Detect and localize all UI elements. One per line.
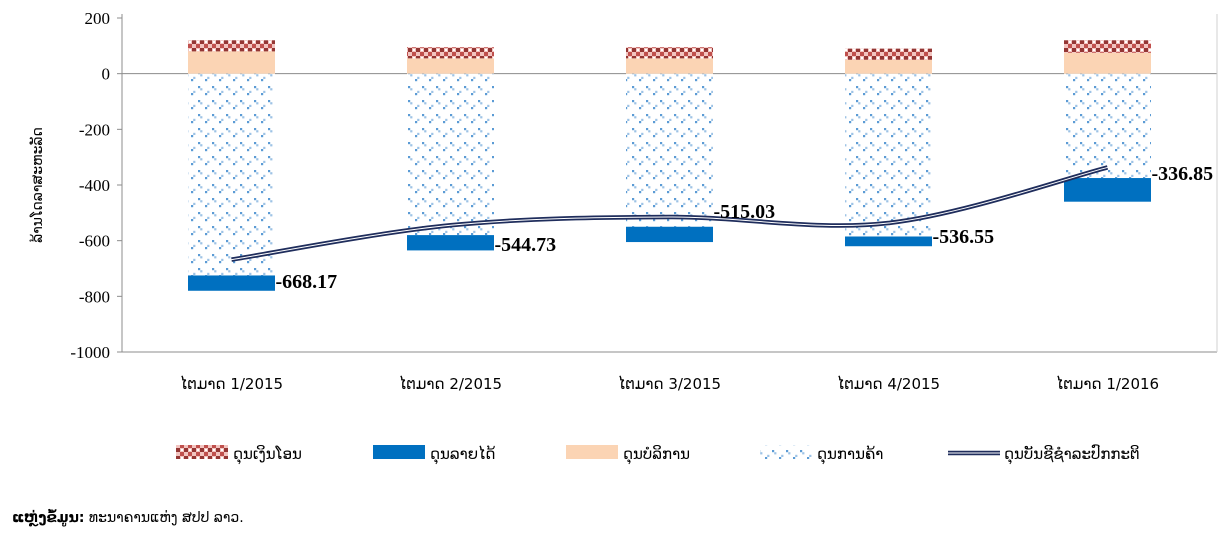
balance-of-payments-chart: 200 0 -200 -400 -600 -800 -1000 ໄຕມາດ 1/2015 ໄຕມ… <box>29 9 1218 465</box>
bar-segment <box>188 40 275 52</box>
legend-swatch <box>760 445 812 459</box>
legend-label: ດຸນການຄ້າ <box>817 444 883 465</box>
bar-segment <box>407 73 494 236</box>
x-tick-label: ໄຕມາດ 2/2015 <box>399 374 502 393</box>
legend-label: ດຸນບໍລິການ <box>623 444 690 465</box>
legend-label: ດຸນເງິນໂອນ <box>233 444 302 465</box>
y-tick-label: -800 <box>79 287 110 306</box>
bar-segment <box>1064 52 1151 74</box>
bar-segment <box>845 236 932 247</box>
source-text: ທະນາຄານແຫ່ງ ສປປ ລາວ. <box>84 510 244 526</box>
bar-segment <box>188 275 275 291</box>
data-label: -336.85 <box>1152 163 1214 185</box>
x-tick-label: ໄຕມາດ 4/2015 <box>837 374 940 393</box>
x-tick-label: ໄຕມາດ 1/2015 <box>180 374 283 393</box>
bar-segment <box>626 58 713 74</box>
legend-swatch <box>176 445 228 459</box>
data-label: -536.55 <box>933 226 995 248</box>
x-tick-label: ໄຕມາດ 1/2016 <box>1056 374 1159 393</box>
bar-segment <box>1064 40 1151 53</box>
y-tick-label: -400 <box>79 176 110 195</box>
bar-segment <box>845 48 932 60</box>
y-tick-label: -600 <box>79 232 110 251</box>
bar-segment <box>845 59 932 74</box>
data-label: -668.17 <box>276 271 338 293</box>
y-tick-label: -1000 <box>70 343 110 362</box>
data-label: -515.03 <box>714 201 776 223</box>
x-tick-label: ໄຕມາດ 3/2015 <box>618 374 721 393</box>
data-label: -544.73 <box>495 234 557 256</box>
y-axis-label: ລ້ານໂດລາສະຫະລັດ <box>29 127 46 243</box>
bar-segment <box>845 73 932 237</box>
source-note: ແຫຼ່ງຂໍ້ມູນ: ທະນາຄານແຫ່ງ ສປປ ລາວ. <box>12 510 244 526</box>
bar-segment <box>407 47 494 59</box>
bar-segment <box>1064 73 1151 179</box>
legend-swatch <box>373 445 425 459</box>
bar-segment <box>626 47 713 59</box>
bar-segment <box>188 51 275 74</box>
bar-segment <box>626 226 713 243</box>
legend-swatch <box>566 445 618 459</box>
bar-segment <box>407 235 494 251</box>
bar-segment <box>1064 178 1151 202</box>
source-label: ແຫຼ່ງຂໍ້ມູນ: <box>12 510 85 526</box>
current-account-line-highlight <box>231 166 1108 261</box>
bar-segment <box>626 73 713 227</box>
y-tick-label: 0 <box>102 65 111 84</box>
bar-segment <box>188 73 275 276</box>
legend-label: ດຸນບັນຊີຊໍາລະປົກກະຕິ <box>1004 442 1140 465</box>
y-tick-label: -200 <box>79 120 110 139</box>
legend-label: ດຸນລາຍໄດ້ <box>430 444 495 465</box>
bar-segment <box>407 58 494 74</box>
y-tick-label: 200 <box>85 9 111 28</box>
